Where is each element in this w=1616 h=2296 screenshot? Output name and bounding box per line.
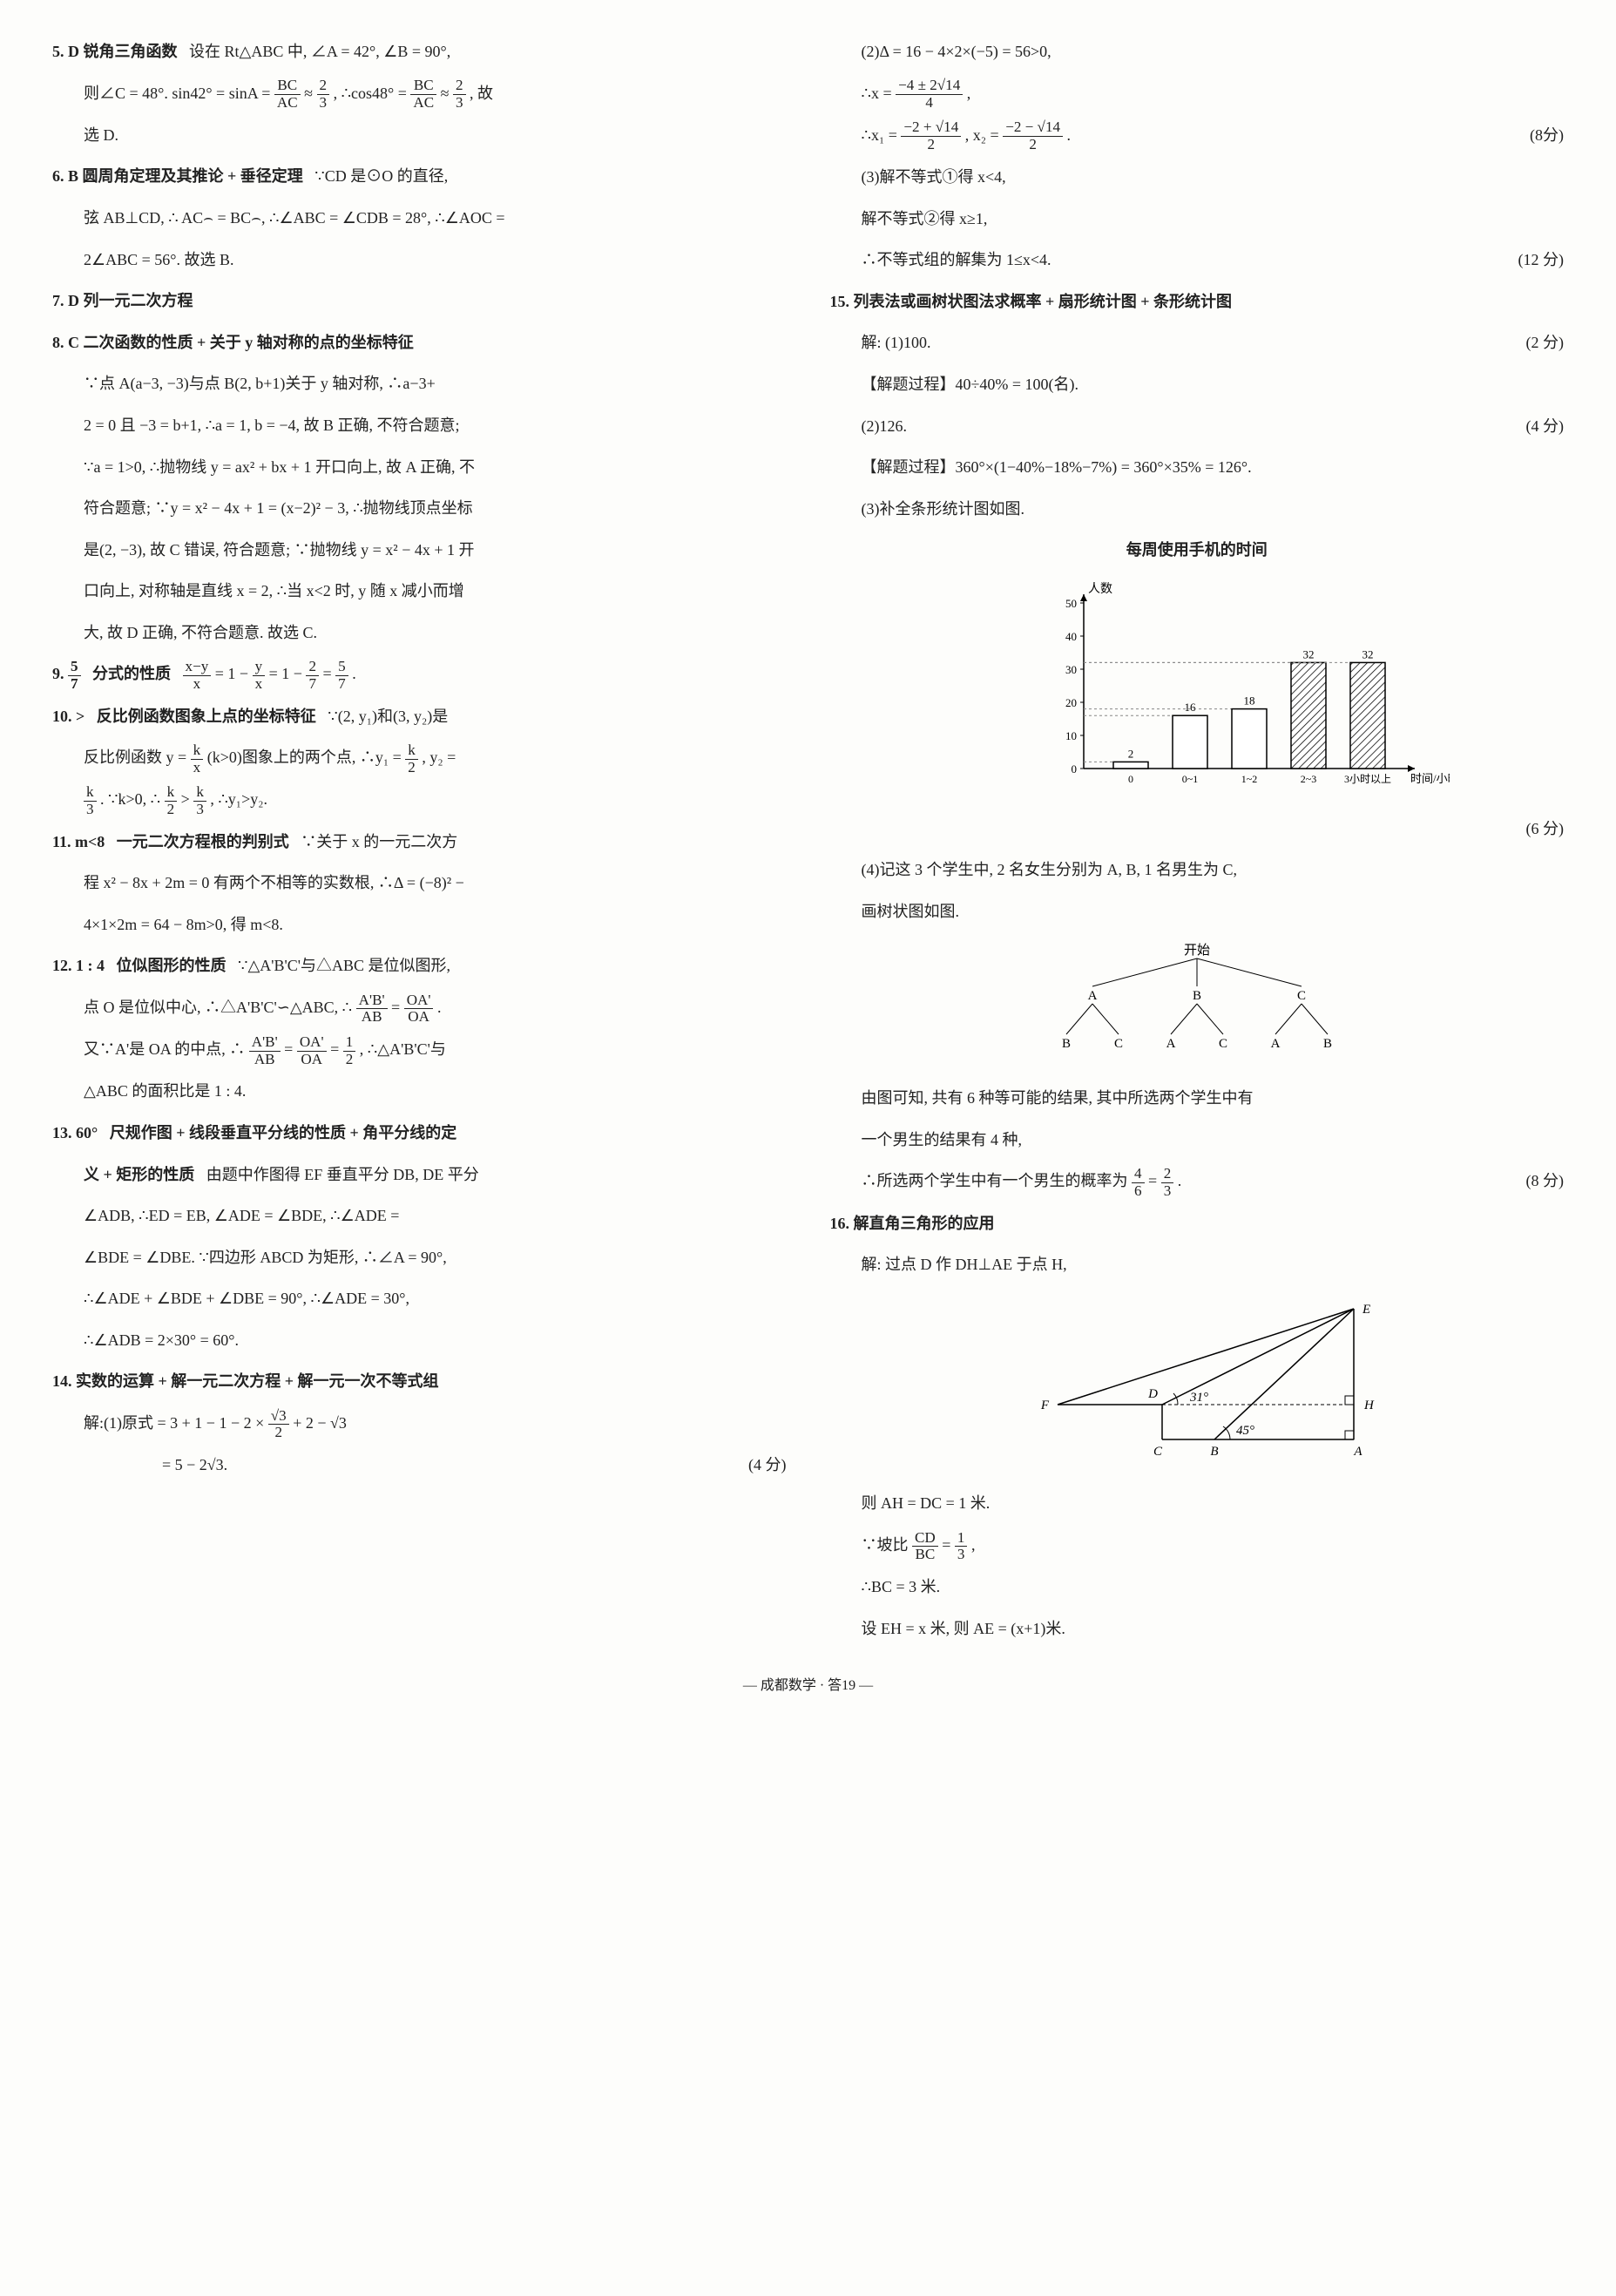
svg-text:F: F: [1040, 1399, 1050, 1412]
svg-text:B: B: [1193, 989, 1201, 1003]
svg-text:3小时以上: 3小时以上: [1344, 773, 1391, 785]
q10: 10. > 反比例函数图象上点的坐标特征 ∵(2, y₁)和(3, y₂)是: [52, 700, 787, 735]
q6: 6. B 圆周角定理及其推论 + 垂径定理 ∵CD 是⊙O 的直径,: [52, 159, 787, 194]
geometry-svg: F D C B A H E 31° 45°: [1031, 1291, 1397, 1466]
svg-text:32: 32: [1302, 647, 1314, 660]
svg-text:C: C: [1114, 1037, 1123, 1051]
bar-chart-title: 每周使用手机的时间: [830, 533, 1565, 568]
svg-text:50: 50: [1065, 597, 1077, 610]
svg-text:B: B: [1062, 1037, 1071, 1051]
q5: 5. D 锐角三角函数 设在 Rt△ABC 中, ∠A = 42°, ∠B = …: [52, 35, 787, 70]
svg-text:45°: 45°: [1236, 1424, 1254, 1438]
tree-diagram: 开始 A B C B A C C A B: [1031, 938, 1362, 1073]
svg-text:H: H: [1363, 1399, 1375, 1412]
tree-svg: 开始 A B C B A C C A B: [1031, 938, 1362, 1060]
svg-text:40: 40: [1065, 630, 1077, 643]
svg-text:10: 10: [1065, 729, 1077, 742]
q5-topic: 锐角三角函数: [84, 43, 178, 60]
svg-text:D: D: [1147, 1387, 1158, 1401]
svg-text:A: A: [1270, 1037, 1280, 1051]
svg-text:B: B: [1210, 1445, 1218, 1459]
svg-text:16: 16: [1184, 701, 1196, 714]
svg-text:C: C: [1153, 1445, 1163, 1459]
q5-num: 5. D: [52, 43, 79, 60]
svg-text:A: A: [1353, 1445, 1362, 1459]
svg-text:B: B: [1323, 1037, 1332, 1051]
q14: 14. 实数的运算 + 解一元二次方程 + 解一元一次不等式组: [52, 1365, 787, 1399]
page-footer: — 成都数学 · 答19 —: [52, 1670, 1564, 1701]
q5-l3: 选 D.: [52, 119, 787, 153]
svg-text:C: C: [1297, 989, 1306, 1003]
svg-text:人数: 人数: [1088, 582, 1112, 596]
svg-text:31°: 31°: [1189, 1391, 1208, 1405]
svg-text:时间/小时: 时间/小时: [1410, 772, 1450, 785]
bar-chart: 人数0102030405020160~1181~2322~3323小时以上时间/…: [1031, 577, 1362, 803]
svg-text:A: A: [1166, 1037, 1175, 1051]
svg-text:0: 0: [1071, 762, 1077, 775]
svg-text:18: 18: [1243, 694, 1254, 707]
geometry-figure: FDCBAHE31°45°: [1031, 1291, 1362, 1479]
svg-text:C: C: [1219, 1037, 1227, 1051]
q7: 7. D 列一元二次方程: [52, 284, 787, 319]
q8: 8. C 二次函数的性质 + 关于 y 轴对称的点的坐标特征: [52, 326, 787, 361]
svg-text:开始: 开始: [1184, 943, 1210, 958]
svg-text:0: 0: [1128, 773, 1133, 785]
q5-l2: 则∠C = 48°. sin42° = sinA = BCAC ≈ 23 , ∴…: [52, 77, 787, 112]
q15: 15. 列表法或画树状图法求概率 + 扇形统计图 + 条形统计图: [830, 285, 1565, 320]
svg-text:20: 20: [1065, 696, 1077, 709]
q9: 9. 57 分式的性质 x−yx = 1 − yx = 1 − 27 = 57 …: [52, 657, 787, 692]
q11: 11. m<8 一元二次方程根的判别式 ∵关于 x 的一元二次方: [52, 825, 787, 860]
q12: 12. 1 : 4 位似图形的性质 ∵△A'B'C'与△ABC 是位似图形,: [52, 949, 787, 984]
bar-chart-svg: 人数0102030405020160~1181~2322~3323小时以上时间/…: [1031, 577, 1450, 803]
svg-text:2~3: 2~3: [1301, 773, 1317, 785]
svg-text:1~2: 1~2: [1241, 773, 1258, 785]
q13: 13. 60° 尺规作图 + 线段垂直平分线的性质 + 角平分线的定: [52, 1116, 787, 1151]
svg-text:A: A: [1087, 989, 1097, 1003]
q16: 16. 解直角三角形的应用: [830, 1207, 1565, 1242]
svg-text:32: 32: [1362, 647, 1373, 660]
svg-text:2: 2: [1128, 747, 1134, 760]
svg-text:0~1: 0~1: [1182, 773, 1199, 785]
svg-text:30: 30: [1065, 663, 1077, 676]
svg-text:E: E: [1362, 1303, 1370, 1317]
q5-l1: 设在 Rt△ABC 中, ∠A = 42°, ∠B = 90°,: [189, 43, 450, 60]
